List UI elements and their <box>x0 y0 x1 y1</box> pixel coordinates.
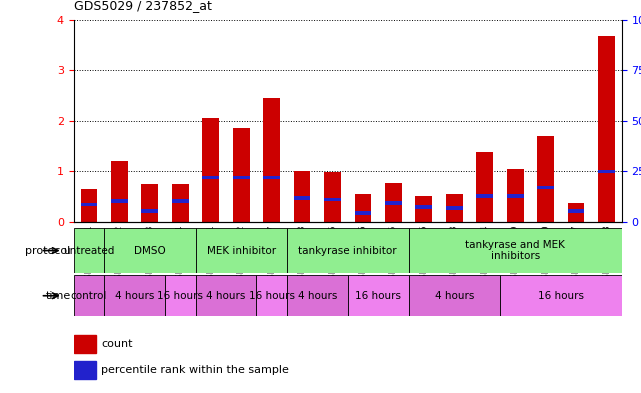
Bar <box>476 152 493 222</box>
Bar <box>111 199 128 202</box>
Bar <box>409 275 500 316</box>
Bar <box>256 275 287 316</box>
Bar <box>294 196 310 200</box>
Text: 16 hours: 16 hours <box>355 291 401 301</box>
Bar <box>104 275 165 316</box>
Bar <box>74 361 96 379</box>
Bar <box>172 199 188 202</box>
Bar <box>81 202 97 206</box>
Bar <box>104 228 196 273</box>
Bar <box>203 118 219 222</box>
Bar <box>347 275 409 316</box>
Bar <box>165 275 196 316</box>
Bar <box>537 186 554 189</box>
Bar <box>324 173 341 222</box>
Text: untreated: untreated <box>63 246 115 255</box>
Bar <box>598 36 615 222</box>
Bar <box>111 161 128 222</box>
Bar <box>142 209 158 213</box>
Bar <box>415 205 432 209</box>
Bar <box>324 198 341 201</box>
Bar <box>537 136 554 222</box>
Bar <box>507 169 524 222</box>
Text: 16 hours: 16 hours <box>249 291 295 301</box>
Bar <box>196 275 256 316</box>
Bar <box>263 98 280 222</box>
Text: control: control <box>71 291 107 301</box>
Text: protocol: protocol <box>25 246 71 255</box>
Text: time: time <box>46 291 71 301</box>
Bar <box>74 275 104 316</box>
Text: DMSO: DMSO <box>134 246 166 255</box>
Text: 16 hours: 16 hours <box>538 291 584 301</box>
Bar <box>409 228 622 273</box>
Bar <box>203 176 219 179</box>
Bar <box>415 196 432 222</box>
Text: 4 hours: 4 hours <box>297 291 337 301</box>
Text: 4 hours: 4 hours <box>435 291 474 301</box>
Text: 4 hours: 4 hours <box>115 291 154 301</box>
Bar <box>172 184 188 222</box>
Text: percentile rank within the sample: percentile rank within the sample <box>101 365 289 375</box>
Text: count: count <box>101 340 133 349</box>
Bar <box>287 228 409 273</box>
Bar <box>507 194 524 198</box>
Bar <box>385 183 402 222</box>
Bar <box>476 194 493 198</box>
Bar <box>142 184 158 222</box>
Bar <box>233 129 249 222</box>
Bar <box>74 335 96 353</box>
Bar <box>81 189 97 222</box>
Bar <box>294 171 310 222</box>
Bar <box>500 275 622 316</box>
Bar <box>385 201 402 205</box>
Text: 4 hours: 4 hours <box>206 291 246 301</box>
Bar <box>196 228 287 273</box>
Bar <box>233 176 249 179</box>
Bar <box>446 194 463 222</box>
Text: MEK inhibitor: MEK inhibitor <box>206 246 276 255</box>
Bar <box>287 275 347 316</box>
Bar <box>74 228 104 273</box>
Bar <box>263 176 280 179</box>
Bar <box>598 170 615 173</box>
Bar <box>354 211 371 215</box>
Text: GDS5029 / 237852_at: GDS5029 / 237852_at <box>74 0 212 12</box>
Text: tankyrase inhibitor: tankyrase inhibitor <box>299 246 397 255</box>
Bar <box>446 206 463 209</box>
Bar <box>568 209 585 213</box>
Text: 16 hours: 16 hours <box>157 291 203 301</box>
Bar <box>568 203 585 222</box>
Bar <box>354 194 371 222</box>
Text: tankyrase and MEK
inhibitors: tankyrase and MEK inhibitors <box>465 240 565 261</box>
